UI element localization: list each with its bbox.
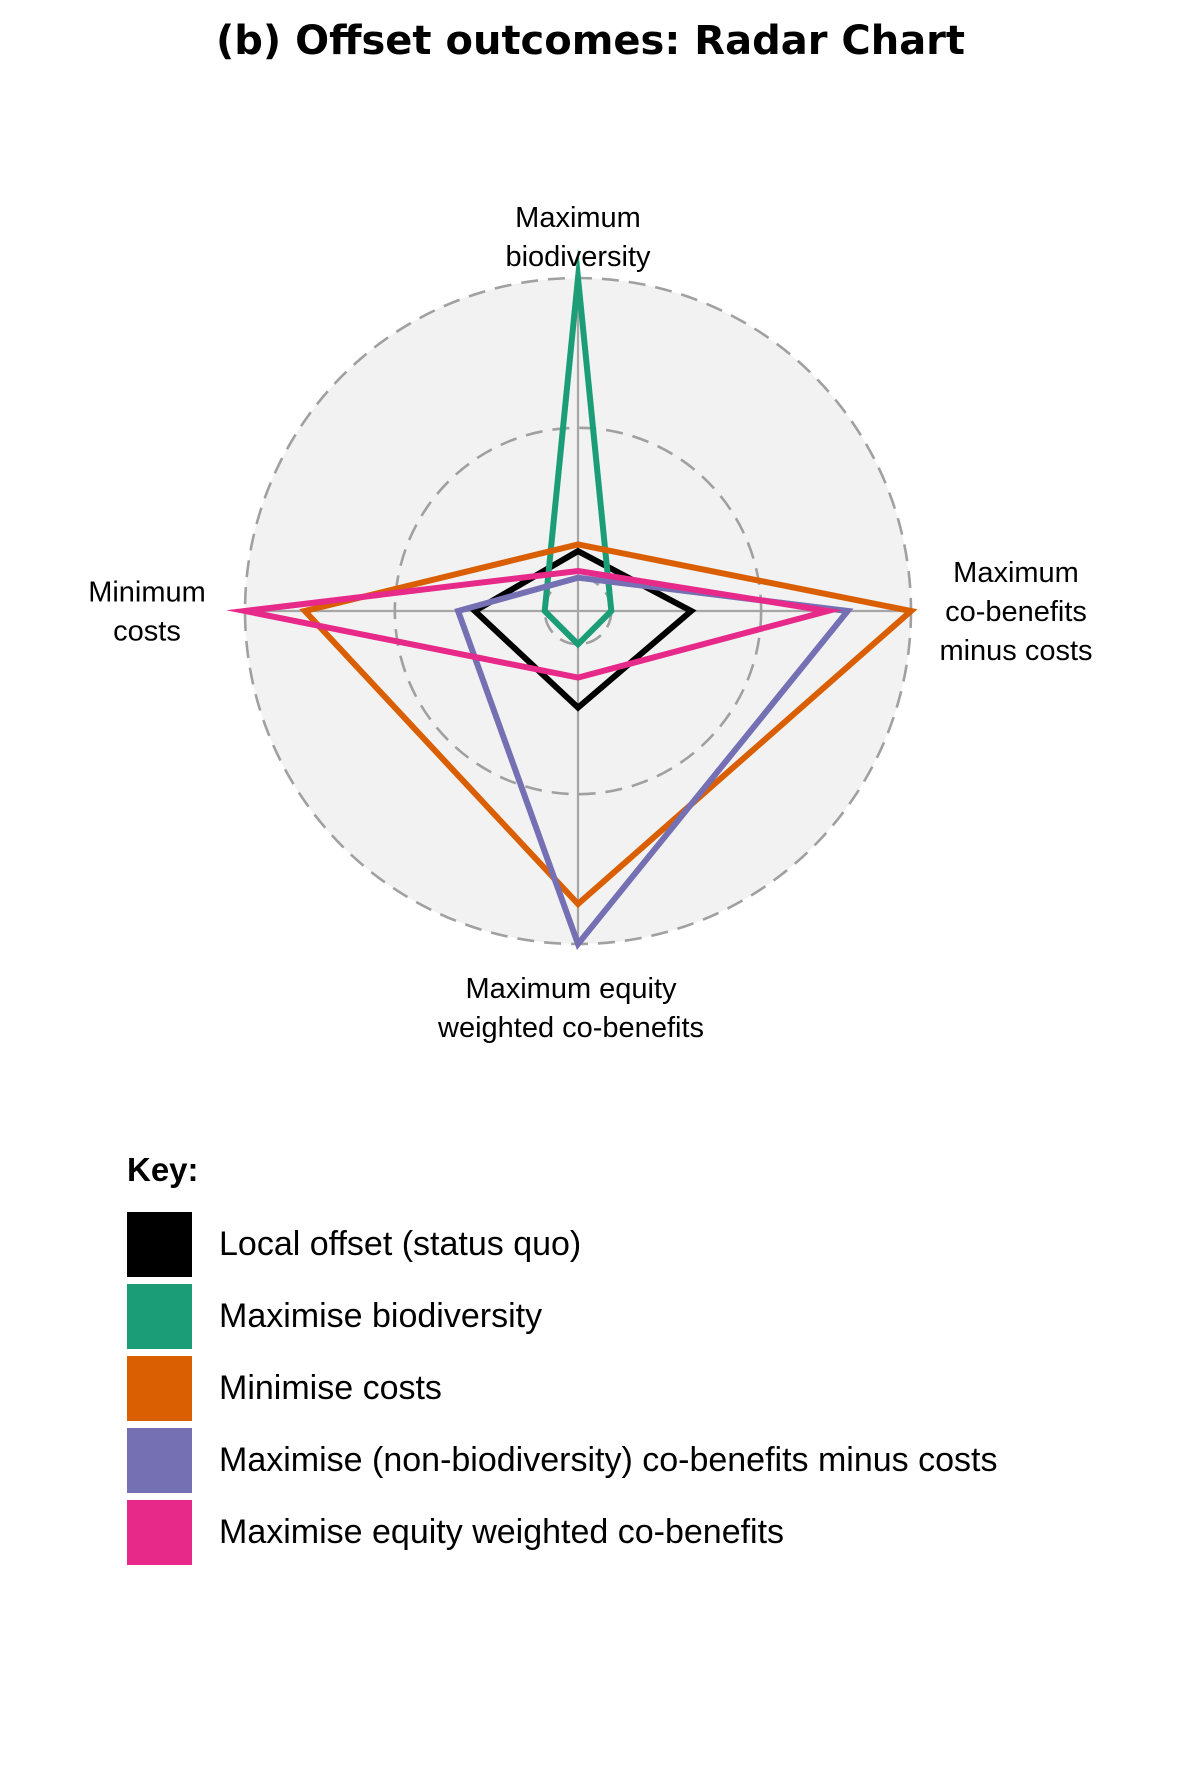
axis-label-0: Maximum biodiversity <box>505 202 651 273</box>
legend-item-1: Maximise biodiversity <box>127 1280 997 1352</box>
axis-label-2: Maximum equity weighted co-benefits <box>437 973 704 1044</box>
axis-label-3: Minimum costs <box>88 577 206 648</box>
axis-label-2-line-1: weighted co-benefits <box>437 1012 704 1044</box>
radar-chart: Maximum biodiversity Maximum co-benefits min… <box>88 202 1092 1044</box>
legend-swatch-1 <box>127 1283 192 1349</box>
axis-label-1-line-1: co-benefits <box>945 596 1087 628</box>
axis-label-3-line-0: Minimum <box>88 577 206 609</box>
series-1-polygon <box>541 247 615 649</box>
legend-item-2: Minimise costs <box>127 1352 997 1424</box>
grid-ring-1 <box>393 426 763 796</box>
legend-items: Local offset (status quo) Maximise biodiv… <box>127 1208 997 1568</box>
series-4-polygon <box>226 567 843 681</box>
axis-labels: Maximum biodiversity Maximum co-benefits min… <box>88 202 1092 1044</box>
legend-item-3: Maximise (non-biodiversity) co-benefits … <box>127 1424 997 1496</box>
axis-label-1-line-0: Maximum <box>953 557 1079 589</box>
axis-label-0-line-0: Maximum <box>515 202 641 234</box>
legend-label-0: Local offset (status quo) <box>219 1224 582 1263</box>
legend-item-0: Local offset (status quo) <box>127 1208 997 1280</box>
legend-label-4: Maximise equity weighted co-benefits <box>219 1512 785 1551</box>
radar-spokes <box>245 278 911 944</box>
legend-swatch-2 <box>127 1355 192 1421</box>
legend-item-4: Maximise equity weighted co-benefits <box>127 1496 997 1568</box>
axis-label-1-line-2: minus costs <box>939 635 1092 667</box>
axis-label-1: Maximum co-benefits minus costs <box>939 557 1092 667</box>
legend-label-3: Maximise (non-biodiversity) co-benefits … <box>219 1440 998 1479</box>
series-0-polygon <box>469 547 697 712</box>
legend-swatch-0 <box>127 1211 192 1277</box>
series-2-polygon <box>299 541 918 909</box>
legend-label-2: Minimise costs <box>219 1368 442 1407</box>
radar-series <box>226 247 918 951</box>
axis-label-0-line-1: biodiversity <box>505 241 651 273</box>
legend-label-1: Maximise biodiversity <box>219 1296 543 1335</box>
chart-title: (b) Offset outcomes: Radar Chart <box>215 18 966 64</box>
axis-label-3-line-1: costs <box>113 616 181 648</box>
axis-label-2-line-0: Maximum equity <box>465 973 677 1005</box>
legend-swatch-3 <box>127 1427 192 1493</box>
legend-title: Key: <box>127 1151 199 1188</box>
legend: Key: Local offset (status quo) Maximise b… <box>127 1150 997 1568</box>
legend-swatch-4 <box>127 1499 192 1565</box>
